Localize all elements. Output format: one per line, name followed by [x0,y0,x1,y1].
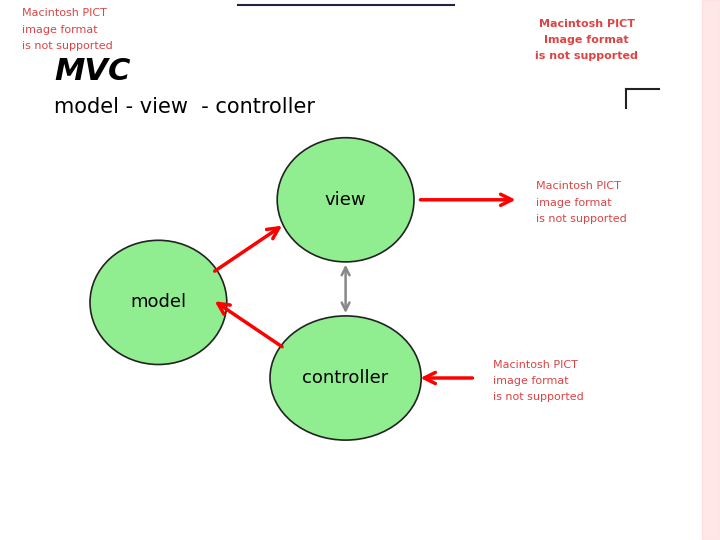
Text: view: view [325,191,366,209]
Ellipse shape [90,240,227,364]
Ellipse shape [270,316,421,440]
Text: model: model [130,293,186,312]
Ellipse shape [277,138,414,262]
Text: MVC: MVC [54,57,130,86]
Text: Macintosh PICT: Macintosh PICT [22,9,107,18]
Text: is not supported: is not supported [536,51,638,62]
Text: is not supported: is not supported [536,214,627,224]
Text: image format: image format [493,376,569,386]
Text: Macintosh PICT: Macintosh PICT [493,360,578,369]
Text: is not supported: is not supported [22,41,112,51]
Text: model - view  - controller: model - view - controller [54,97,315,117]
Text: Macintosh PICT: Macintosh PICT [539,19,635,29]
Text: Image format: Image format [544,35,629,45]
Text: controller: controller [302,369,389,387]
Text: is not supported: is not supported [493,392,584,402]
Bar [702,0,720,540]
Text: image format: image format [536,198,612,207]
Text: image format: image format [22,25,97,35]
Text: Macintosh PICT: Macintosh PICT [536,181,621,191]
